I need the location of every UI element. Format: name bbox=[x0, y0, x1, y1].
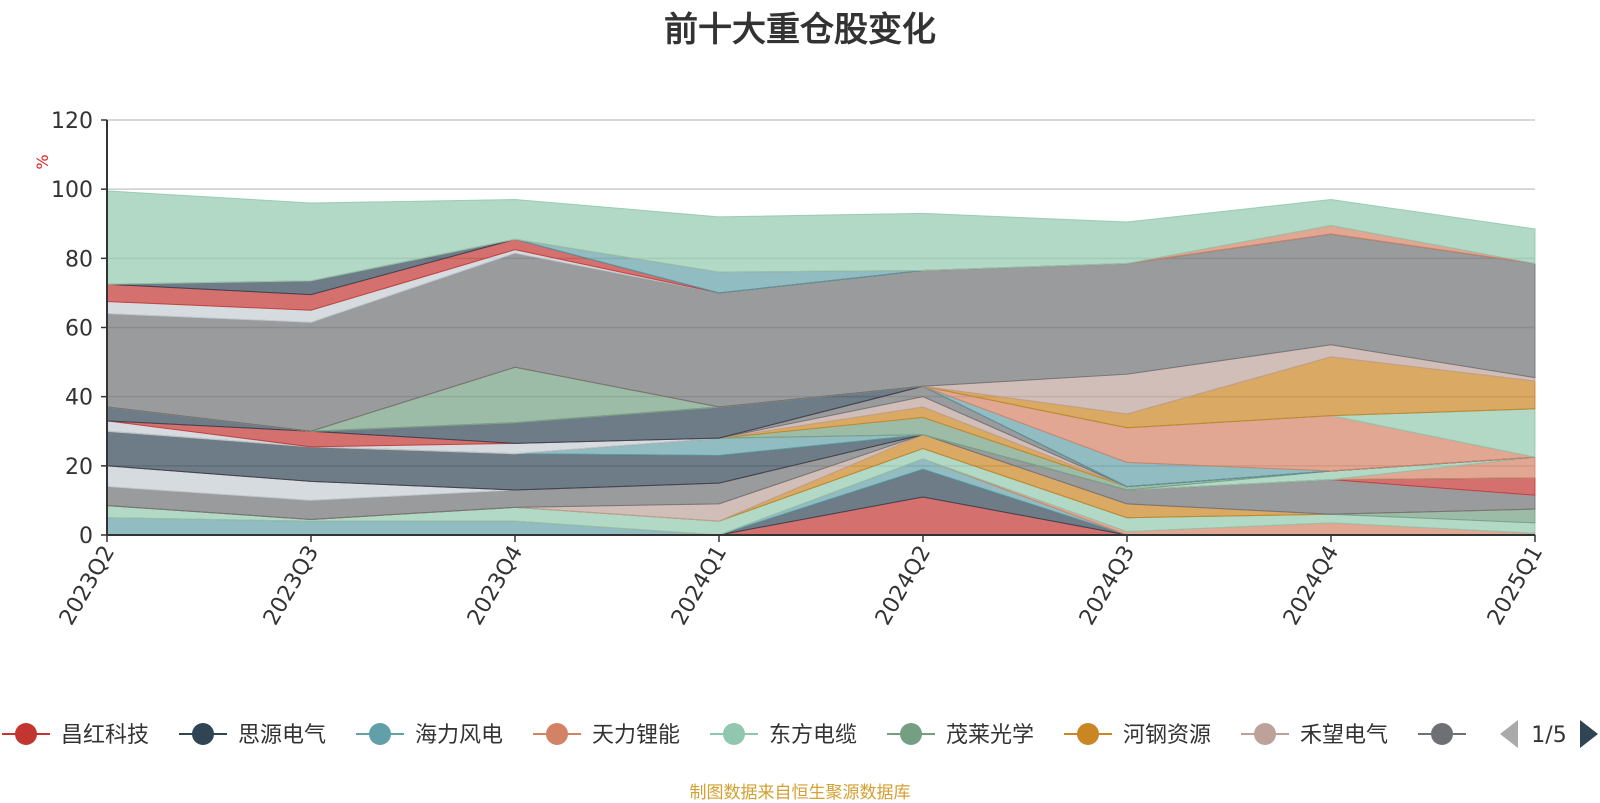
source-note: 制图数据来自恒生聚源数据库 bbox=[689, 783, 911, 803]
legend-item[interactable]: 茂莱光学 bbox=[887, 723, 1034, 748]
chart-title: 前十大重仓股变化 bbox=[664, 10, 936, 50]
legend-marker-icon bbox=[1254, 723, 1276, 745]
legend-item[interactable] bbox=[1418, 723, 1466, 745]
legend-marker-icon bbox=[192, 723, 214, 745]
y-tick-label: 80 bbox=[65, 247, 93, 272]
legend-item[interactable]: 天力锂能 bbox=[533, 723, 680, 748]
legend-item[interactable]: 思源电气 bbox=[179, 723, 326, 748]
x-tick-label: 2024Q4 bbox=[1279, 542, 1344, 630]
legend-marker-icon bbox=[1077, 723, 1099, 745]
legend-marker-icon bbox=[723, 723, 745, 745]
legend-item[interactable]: 河钢资源 bbox=[1064, 723, 1211, 748]
legend-marker-icon bbox=[15, 723, 37, 745]
legend-label: 海力风电 bbox=[415, 723, 503, 748]
x-tick-label: 2023Q2 bbox=[55, 542, 120, 630]
legend-page-indicator: 1/5 bbox=[1531, 723, 1566, 748]
legend-items: 昌红科技 思源电气 海力风电 天力锂能 东方电缆 茂莱光学 河钢资源 禾望电气 bbox=[2, 723, 1466, 748]
legend-label: 昌红科技 bbox=[61, 723, 149, 748]
legend-item[interactable]: 昌红科技 bbox=[2, 723, 149, 748]
legend-marker-icon bbox=[369, 723, 391, 745]
x-tick-label: 2023Q4 bbox=[463, 542, 528, 630]
y-tick-label: 20 bbox=[65, 455, 93, 480]
x-tick-label: 2024Q1 bbox=[667, 542, 732, 630]
x-tick-label: 2024Q2 bbox=[871, 542, 936, 630]
y-tick-label: 100 bbox=[51, 178, 93, 203]
legend-label: 茂莱光学 bbox=[946, 723, 1034, 748]
x-tick-label: 2024Q3 bbox=[1075, 542, 1140, 630]
legend-marker-icon bbox=[546, 723, 568, 745]
legend-label: 东方电缆 bbox=[769, 723, 857, 748]
y-tick-label: 0 bbox=[79, 524, 93, 549]
y-tick-label: 40 bbox=[65, 386, 93, 411]
x-tick-label: 2025Q1 bbox=[1483, 542, 1548, 630]
area-series-34 bbox=[106, 190, 1536, 285]
legend-label: 禾望电气 bbox=[1300, 723, 1388, 748]
y-tick-label: 120 bbox=[51, 109, 93, 134]
legend: 昌红科技 思源电气 海力风电 天力锂能 东方电缆 茂莱光学 河钢资源 禾望电气 1/5 bbox=[2, 720, 1598, 748]
legend-next-page-icon[interactable] bbox=[1580, 720, 1598, 748]
legend-label: 河钢资源 bbox=[1123, 723, 1211, 748]
x-tick-label: 2023Q3 bbox=[259, 542, 324, 630]
legend-label: 思源电气 bbox=[238, 723, 326, 748]
y-tick-label: 60 bbox=[65, 317, 93, 342]
legend-item[interactable]: 东方电缆 bbox=[710, 723, 857, 748]
legend-item[interactable]: 禾望电气 bbox=[1241, 723, 1388, 748]
legend-marker-icon bbox=[900, 723, 922, 745]
legend-prev-page-icon[interactable] bbox=[1500, 720, 1518, 748]
legend-marker-icon bbox=[1431, 723, 1453, 745]
legend-item[interactable]: 海力风电 bbox=[356, 723, 503, 748]
area-layer bbox=[106, 190, 1536, 536]
y-axis-label: % bbox=[33, 154, 52, 169]
legend-label: 天力锂能 bbox=[592, 723, 680, 748]
